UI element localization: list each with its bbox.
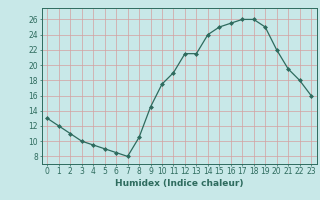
- X-axis label: Humidex (Indice chaleur): Humidex (Indice chaleur): [115, 179, 244, 188]
